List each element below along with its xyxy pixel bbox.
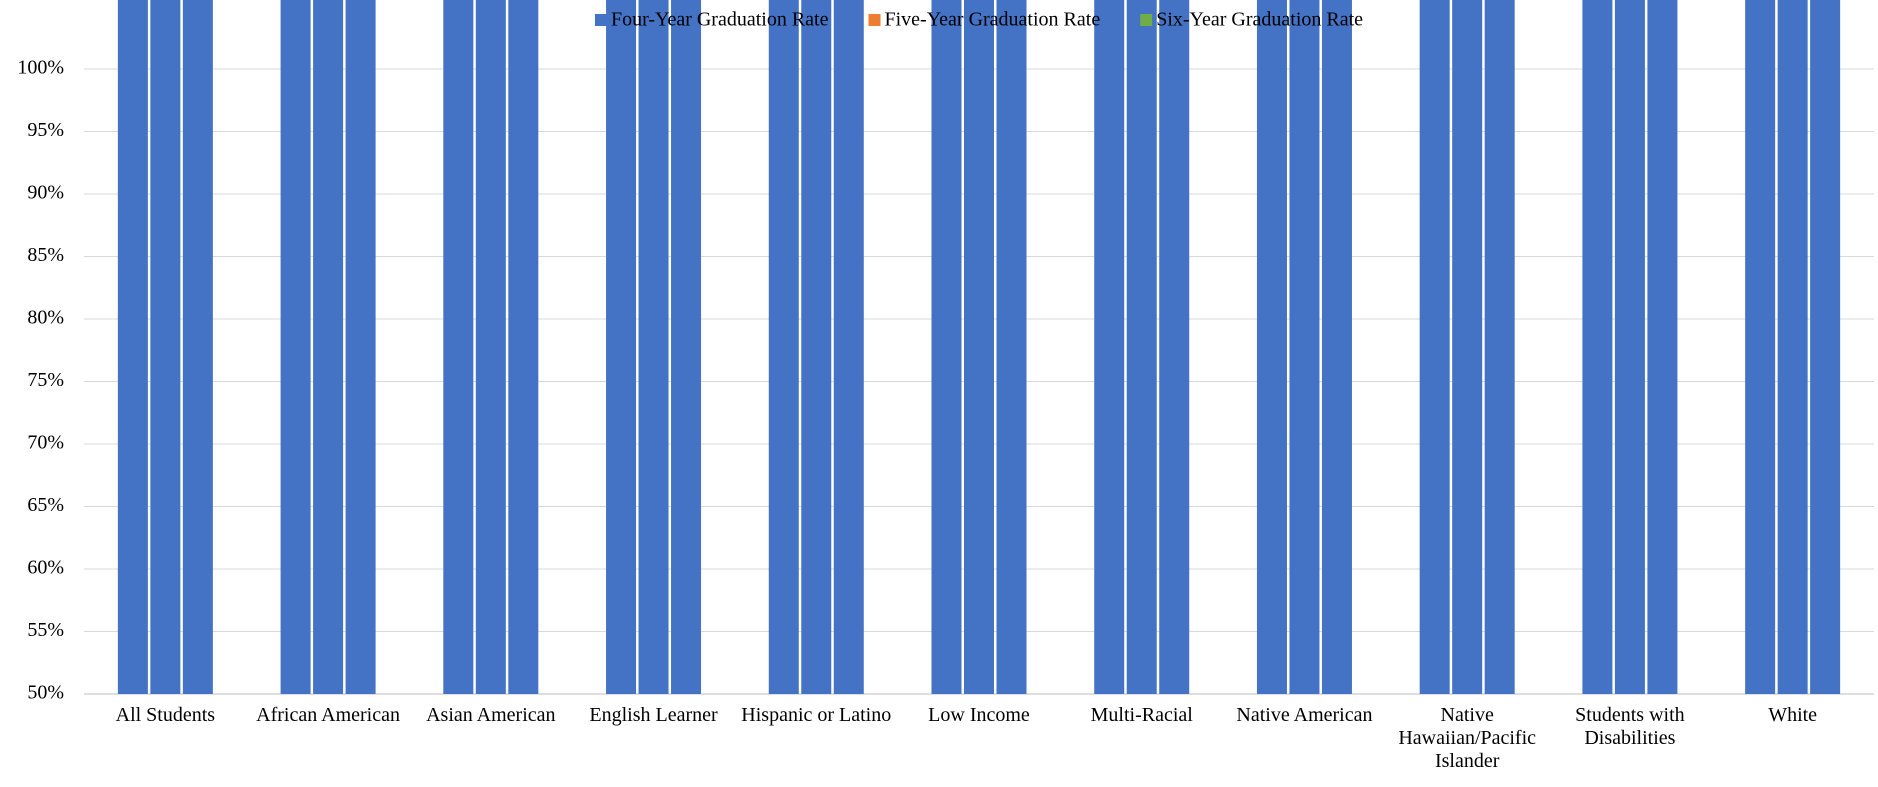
y-tick-label: 90% [27, 182, 64, 204]
bar-segment [1126, 0, 1157, 694]
bar-segment [443, 0, 474, 694]
bar-segment [1582, 0, 1613, 694]
legend-swatch [868, 14, 881, 26]
legend-item: Four-Year Graduation Rate [594, 9, 829, 31]
bar-segment [1419, 0, 1450, 694]
bar-segment [768, 0, 799, 694]
bar-segment [508, 0, 539, 694]
x-tick-label: White [1768, 704, 1818, 726]
bar-segment [671, 0, 702, 694]
bar-segment [1159, 0, 1190, 694]
bar-segment [996, 0, 1027, 694]
x-tick-label: All Students [115, 704, 216, 726]
bar-segment [117, 0, 148, 694]
bar-segment [1745, 0, 1776, 694]
legend-label: Four-Year Graduation Rate [611, 9, 829, 31]
bar-segment [150, 0, 181, 694]
bar-segment [606, 0, 637, 694]
bar-segment [1256, 0, 1287, 694]
x-tick-label: English Learner [589, 704, 718, 726]
y-tick-label: 70% [27, 432, 64, 454]
bar-segment [313, 0, 344, 694]
legend-item: Five-Year Graduation Rate [868, 9, 1101, 31]
y-tick-label: 60% [27, 557, 64, 579]
bar-segment [1647, 0, 1678, 694]
legend-swatch [594, 14, 607, 26]
x-tick-label: Native Hawaiian/Pacific Islander [1398, 704, 1537, 772]
bar-segment [1289, 0, 1320, 694]
x-tick-label: Students with Disabilities [1575, 704, 1685, 749]
bar-segment [1777, 0, 1808, 694]
y-tick-label: 65% [27, 494, 64, 516]
bar-segment [182, 0, 213, 694]
bar-segment [345, 0, 376, 694]
bar-segment [1484, 0, 1515, 694]
bar-segment [280, 0, 311, 694]
bar-segment [1614, 0, 1645, 694]
x-tick-label: Multi-Racial [1090, 704, 1193, 726]
y-tick-label: 80% [27, 307, 64, 329]
x-tick-label: Native American [1236, 704, 1373, 726]
legend-swatch [1140, 14, 1153, 26]
bar-segment [931, 0, 962, 694]
y-tick-label: 75% [27, 369, 64, 391]
bar-segment [1452, 0, 1483, 694]
bar-segment [638, 0, 669, 694]
y-tick-label: 55% [27, 619, 64, 641]
bar-segment [1094, 0, 1125, 694]
x-tick-label: Low Income [928, 704, 1030, 726]
bar-segment [1810, 0, 1841, 694]
legend-item: Six-Year Graduation Rate [1140, 9, 1363, 31]
bar-segment [475, 0, 506, 694]
bar-segment [801, 0, 832, 694]
y-tick-label: 50% [27, 682, 64, 704]
bar-segment [964, 0, 994, 694]
y-tick-label: 85% [27, 244, 64, 266]
x-tick-label: African American [256, 704, 400, 726]
x-tick-label: Asian American [426, 704, 556, 726]
x-tick-label: Hispanic or Latino [741, 704, 892, 726]
bar-segment [833, 0, 864, 694]
y-tick-label: 100% [17, 57, 64, 79]
bar-segment [1321, 0, 1352, 694]
legend-label: Five-Year Graduation Rate [885, 9, 1101, 31]
legend-label: Six-Year Graduation Rate [1156, 9, 1363, 31]
y-tick-label: 95% [27, 119, 64, 141]
